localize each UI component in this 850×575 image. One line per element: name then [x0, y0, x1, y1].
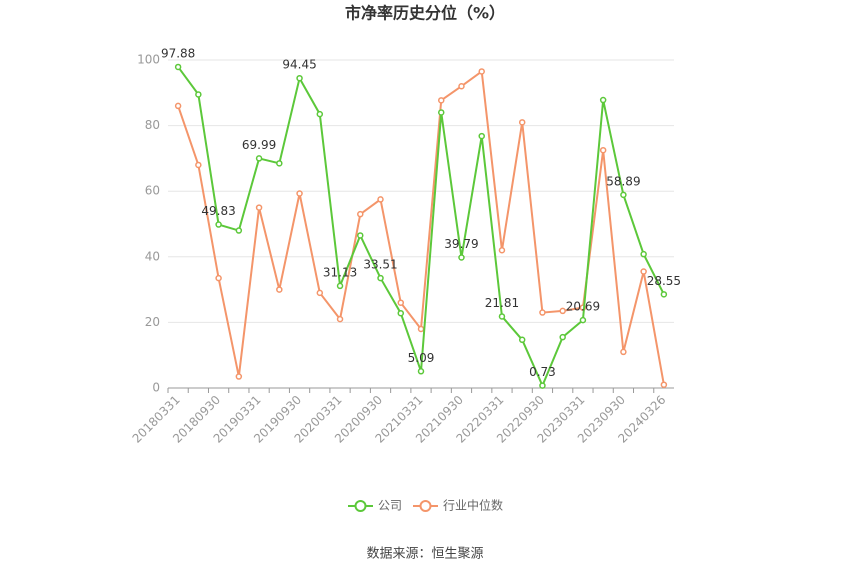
- data-label: 39.79: [444, 237, 478, 251]
- data-point: [539, 309, 546, 316]
- data-point: [235, 373, 243, 380]
- legend-marker: [354, 500, 367, 512]
- data-label: 31.13: [323, 265, 357, 279]
- data-point: [539, 382, 546, 389]
- data-label: 69.99: [242, 138, 276, 152]
- data-point: [357, 232, 364, 239]
- data-label: 97.88: [161, 46, 195, 60]
- y-tick-label: 0: [152, 381, 160, 395]
- y-tick-label: 40: [145, 249, 160, 263]
- data-point: [599, 146, 607, 154]
- data-point: [255, 155, 263, 162]
- data-point: [640, 250, 647, 258]
- data-point: [174, 63, 182, 71]
- data-point: [215, 221, 222, 228]
- data-point: [417, 368, 425, 375]
- source: 数据来源：恒生聚源: [366, 547, 483, 562]
- series-line: [177, 66, 665, 389]
- data-point: [397, 299, 405, 306]
- data-point: [377, 196, 384, 203]
- data-label: 94.45: [282, 58, 316, 72]
- data-point: [660, 381, 668, 388]
- data-label: 20.69: [566, 300, 600, 314]
- data-point: [417, 325, 425, 333]
- data-point: [296, 74, 303, 82]
- chart-title: 市净率历史分位（%）: [345, 4, 505, 23]
- data-label: 28.55: [647, 274, 681, 288]
- data-point: [174, 102, 182, 110]
- data-point: [397, 309, 405, 317]
- data-point: [437, 109, 445, 116]
- legend-marker: [419, 500, 432, 512]
- data-point: [316, 110, 324, 118]
- data-point: [276, 286, 283, 293]
- data-point: [276, 160, 283, 167]
- y-tick-label: 100: [137, 53, 160, 67]
- data-point: [437, 97, 445, 104]
- data-point: [377, 274, 384, 282]
- data-point: [458, 82, 465, 90]
- data-label: 5.09: [408, 351, 435, 365]
- data-point: [518, 336, 526, 344]
- data-label: 58.89: [606, 174, 640, 188]
- data-label: 33.51: [363, 258, 397, 272]
- data-point: [215, 274, 222, 282]
- data-point: [235, 227, 243, 234]
- data-point: [559, 307, 566, 315]
- data-point: [498, 313, 506, 320]
- y-tick-label: 20: [145, 315, 160, 329]
- data-point: [255, 204, 263, 211]
- data-label: 0.73: [529, 365, 556, 379]
- data-point: [640, 268, 647, 275]
- data-point: [518, 119, 526, 126]
- data-point: [296, 190, 303, 197]
- data-point: [336, 282, 344, 290]
- legend-label: 公司: [378, 499, 402, 513]
- data-point: [478, 132, 485, 140]
- data-point: [478, 68, 485, 75]
- data-point: [336, 315, 344, 323]
- data-point: [660, 291, 668, 298]
- y-tick-label: 60: [145, 184, 160, 198]
- data-point: [195, 161, 202, 169]
- data-point: [458, 254, 465, 261]
- data-point: [620, 191, 627, 199]
- data-point: [620, 348, 627, 356]
- data-label: 21.81: [485, 296, 519, 310]
- data-point: [559, 333, 566, 341]
- data-point: [498, 246, 506, 254]
- legend-label: 行业中位数: [443, 498, 503, 513]
- data-point: [599, 96, 607, 104]
- data-point: [316, 289, 324, 297]
- data-label: 49.83: [201, 204, 235, 218]
- data-point: [195, 91, 202, 98]
- y-tick-label: 80: [145, 118, 160, 132]
- data-point: [357, 210, 364, 218]
- data-point: [579, 316, 587, 324]
